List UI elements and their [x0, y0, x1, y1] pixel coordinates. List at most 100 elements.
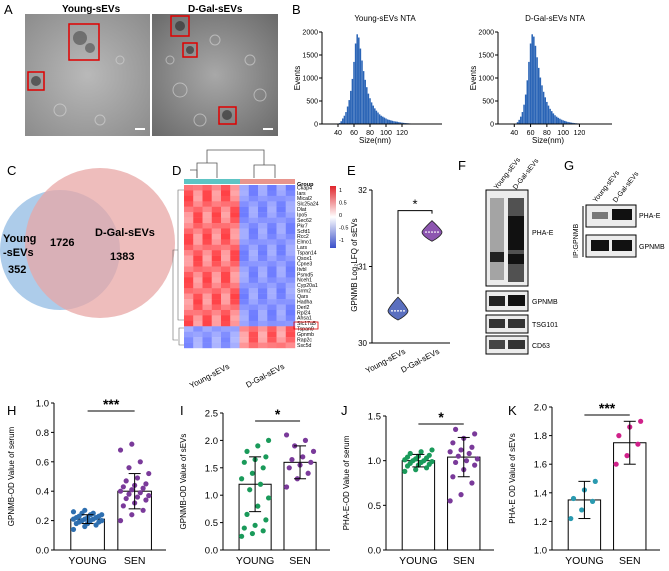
gene-label: Tspan9 — [297, 327, 314, 333]
heatmap-cell — [285, 217, 296, 224]
y-tick-label: 1000 — [478, 76, 494, 83]
venn-dgal-label: D-Gal-sEVs — [95, 227, 155, 239]
heatmap-cell — [193, 304, 203, 311]
heatmap-cell — [239, 277, 249, 283]
gene-label: Iars — [297, 191, 306, 197]
heatmap-cell — [230, 342, 240, 349]
heatmap-cell — [184, 331, 194, 338]
heatmap-cell — [239, 304, 249, 311]
heatmap-cell — [285, 337, 296, 343]
heatmap-cell — [211, 195, 222, 202]
heatmap-cell — [230, 255, 240, 262]
gene-label: Tspan14 — [297, 251, 317, 257]
y-axis-label: Events — [469, 66, 478, 90]
heatmap-cell — [211, 261, 222, 267]
heatmap-cell — [202, 201, 212, 207]
histogram-bar — [550, 111, 553, 124]
violin-dgal — [421, 220, 443, 242]
heatmap-cell — [276, 250, 286, 256]
band — [508, 340, 525, 349]
heatmap-cell — [221, 201, 231, 207]
heatmap-cell — [230, 195, 240, 202]
histogram-bar — [520, 116, 522, 124]
histogram-bar — [367, 93, 370, 124]
data-point — [244, 511, 250, 517]
heatmap-cell — [211, 233, 222, 240]
band — [592, 212, 608, 219]
heatmap-cell — [248, 320, 259, 327]
data-point — [140, 485, 146, 491]
heatmap-cell — [221, 195, 231, 202]
panel-letter-c: C — [7, 163, 16, 178]
heatmap-cell — [230, 244, 240, 251]
data-point — [579, 507, 585, 513]
heatmap-cell — [276, 206, 286, 213]
heatmap-cell — [285, 293, 296, 300]
histogram-bar — [348, 100, 350, 124]
gene-label: Srrm2 — [297, 289, 311, 295]
data-point — [308, 459, 314, 465]
heatmap-cell — [193, 266, 203, 273]
heatmap-cell — [267, 266, 277, 273]
band — [489, 296, 505, 306]
band — [508, 295, 525, 306]
heatmap-cell — [239, 342, 249, 349]
heatmap-cell — [276, 185, 286, 191]
gene-labels: Ckap4IarsMical2Slc25a24DlatIpo5Sec62Pkr7… — [297, 185, 319, 349]
histogram-bar — [361, 60, 363, 124]
gene-label: Qars — [297, 294, 309, 300]
heatmap-cell — [267, 185, 277, 191]
y-tick-label: 1.5 — [205, 463, 218, 474]
heatmap-cell — [211, 228, 222, 235]
data-point — [474, 456, 480, 462]
y-tick-label: 31 — [358, 263, 367, 272]
data-point — [249, 530, 256, 537]
x-tick-label: 80 — [543, 130, 551, 137]
y-tick-label: 0.8 — [36, 428, 49, 439]
histogram-bar — [356, 34, 358, 124]
heatmap-cell — [248, 217, 259, 224]
heatmap-cell — [239, 212, 249, 218]
heatmap-cell — [202, 217, 212, 224]
heatmap-cell — [184, 299, 194, 305]
heatmap-cell — [267, 233, 277, 240]
histogram-bar — [386, 119, 389, 124]
heatmap-cell — [248, 282, 259, 289]
heatmap-cell — [211, 223, 222, 229]
x-tick-label: D-Gal-sEVs — [399, 347, 441, 375]
violin-young — [387, 296, 409, 321]
data-point — [413, 467, 419, 473]
group-bar-young — [184, 179, 240, 184]
data-point — [283, 432, 290, 438]
heatmap-cell — [267, 190, 277, 197]
data-point — [129, 512, 135, 518]
heatmap-cell — [221, 217, 231, 224]
heatmap-cell — [202, 315, 212, 322]
heatmap-cell — [285, 223, 296, 229]
histogram-bar — [554, 115, 556, 124]
panel-letter-d: D — [172, 163, 181, 178]
heatmap-cell — [202, 320, 212, 327]
data-point — [70, 509, 77, 515]
heatmap-cell — [202, 206, 212, 213]
heatmap-cell — [211, 217, 222, 224]
heatmap-cell — [248, 233, 259, 240]
heatmap-cell — [258, 212, 268, 218]
heatmap-cell — [211, 190, 222, 197]
heatmap-cell — [267, 320, 277, 327]
heatmap-cell — [258, 277, 268, 283]
gene-label: Dlat — [297, 207, 307, 213]
y-tick-label: 1.0 — [205, 491, 218, 502]
heatmap-cell — [202, 288, 212, 294]
heatmap-cell — [276, 277, 286, 283]
heatmap-cell — [239, 261, 249, 267]
heatmap-cell — [285, 201, 296, 207]
histogram-bar — [521, 112, 524, 124]
heatmap-cell — [202, 331, 212, 338]
heatmap-cell — [221, 233, 231, 240]
heatmap-cell — [211, 331, 222, 338]
heatmap-cell — [276, 217, 286, 224]
histogram-bar — [518, 119, 520, 124]
heatmap-cell — [267, 212, 277, 218]
heatmap-cell — [202, 190, 212, 197]
